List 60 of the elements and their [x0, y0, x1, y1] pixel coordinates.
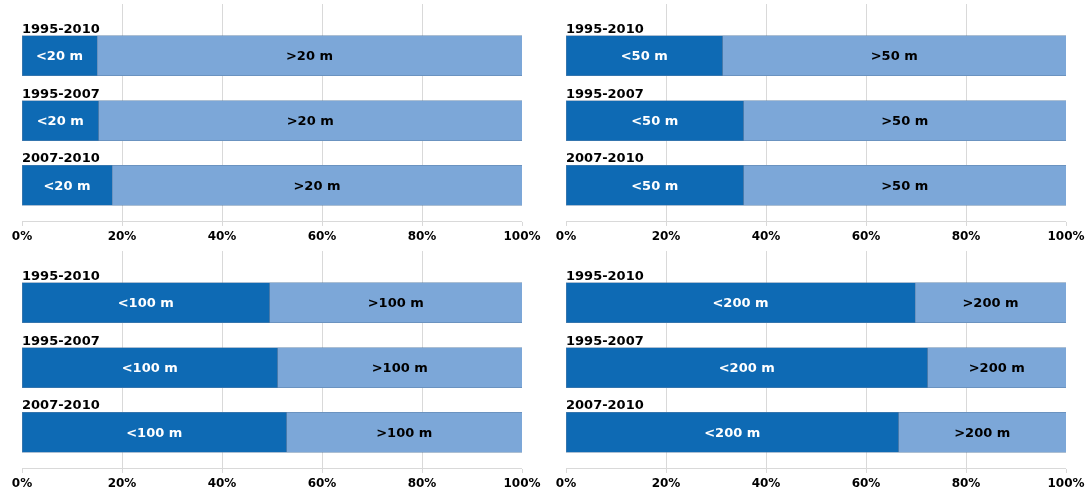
text: <50 m: [620, 48, 668, 64]
series-label: <50 m: [631, 177, 679, 193]
series-label: <200 m: [712, 295, 769, 311]
x-tick-label: 100%: [1047, 476, 1085, 491]
y-tick-label: 1995-2007: [566, 333, 644, 348]
y-tick-label: 1995-2010: [566, 268, 644, 283]
x-tick-label: 40%: [751, 229, 781, 244]
text: >200 m: [954, 424, 1011, 440]
text: <200 m: [718, 360, 775, 376]
text: <50 m: [631, 113, 679, 129]
series-label: <100 m: [117, 295, 174, 311]
text: >100 m: [376, 424, 433, 440]
text: <20 m: [36, 113, 84, 129]
series-label: >200 m: [962, 295, 1019, 311]
x-tick-label: 40%: [207, 229, 237, 244]
x-tick-label: 20%: [651, 229, 681, 244]
y-tick-label: 1995-2007: [566, 86, 644, 101]
text: >20 m: [286, 113, 334, 129]
text: >100 m: [371, 360, 428, 376]
x-tick-label: 0%: [11, 476, 33, 491]
x-tick-label: 100%: [1047, 229, 1085, 244]
x-tick-label: 60%: [851, 229, 881, 244]
y-tick-label: 1995-2010: [22, 268, 100, 283]
text: <100 m: [121, 360, 178, 376]
y-tick-label: 2007-2010: [22, 150, 100, 165]
y-tick-label: 1995-2010: [566, 21, 644, 36]
x-tick-label: 80%: [951, 229, 981, 244]
text: <20 m: [35, 48, 84, 64]
x-tick-label: 20%: [107, 476, 137, 491]
x-tick-label: 20%: [107, 229, 137, 244]
text: >20 m: [285, 48, 334, 64]
y-tick-label: 1995-2007: [22, 333, 100, 348]
x-tick-label: 20%: [651, 476, 681, 491]
x-tick-label: 80%: [407, 476, 437, 491]
y-tick-label: 1995-2007: [22, 86, 100, 101]
text: <100 m: [126, 424, 183, 440]
text: <200 m: [704, 424, 761, 440]
series-label: <20 m: [43, 177, 91, 193]
series-label: >50 m: [881, 177, 929, 193]
x-tick-label: 0%: [555, 476, 577, 491]
x-tick-label: 40%: [207, 476, 237, 491]
x-tick-label: 80%: [407, 229, 437, 244]
x-tick-label: 0%: [11, 229, 33, 244]
x-tick-label: 80%: [951, 476, 981, 491]
text: >50 m: [881, 113, 929, 129]
x-tick-label: 40%: [751, 476, 781, 491]
y-tick-label: 2007-2010: [22, 397, 100, 412]
series-label: >20 m: [293, 177, 341, 193]
series-label: >100 m: [367, 295, 424, 311]
y-tick-label: 2007-2010: [566, 397, 644, 412]
x-tick-label: 100%: [503, 229, 541, 244]
text: >200 m: [968, 360, 1025, 376]
x-tick-label: 100%: [503, 476, 541, 491]
y-tick-label: 1995-2010: [22, 21, 100, 36]
y-tick-label: 2007-2010: [566, 150, 644, 165]
x-tick-label: 60%: [307, 229, 337, 244]
text: >50 m: [870, 48, 918, 64]
x-tick-label: 60%: [851, 476, 881, 491]
x-tick-label: 60%: [307, 476, 337, 491]
x-tick-label: 0%: [555, 229, 577, 244]
